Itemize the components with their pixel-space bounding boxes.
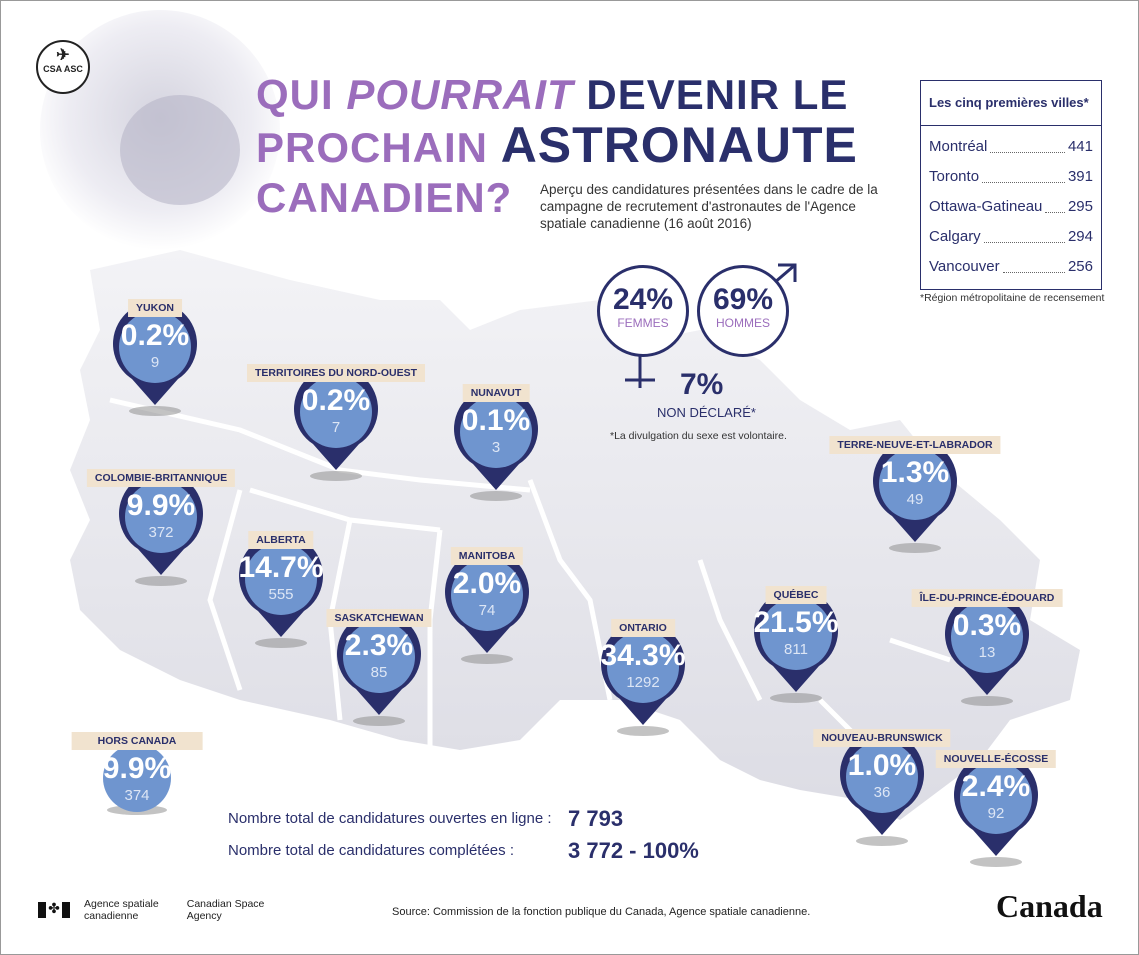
gender-note: *La divulgation du sexe est volontaire. bbox=[610, 430, 787, 442]
total-completed-label: Nombre total de candidatures complétées … bbox=[228, 842, 514, 859]
region-pct: 9.9% bbox=[102, 752, 172, 785]
rocket-icon: ✈ bbox=[56, 47, 70, 64]
canada-flag-icon: ✤ bbox=[38, 900, 70, 918]
total-completed-value: 3 772 - 100% bbox=[568, 838, 699, 863]
women-pct: 24% bbox=[612, 283, 674, 316]
region-pct: 1.0% bbox=[847, 749, 917, 782]
region-count: 372 bbox=[148, 524, 174, 541]
men-label: HOMMES bbox=[716, 316, 770, 330]
region-count: 1292 bbox=[626, 674, 660, 691]
pin-manitoba: MANITOBA 2.0% 74 bbox=[442, 547, 532, 673]
title-part: QUI bbox=[256, 71, 347, 118]
region-pct: 2.0% bbox=[452, 567, 522, 600]
title-emphasis: POURRAIT bbox=[346, 71, 574, 118]
top-cities-box: Les cinq premières villes* Montréal 441 T… bbox=[920, 80, 1102, 290]
region-pct: 2.3% bbox=[344, 629, 414, 662]
region-label: ONTARIO bbox=[611, 619, 675, 637]
city-row: Ottawa-Gatineau 295 bbox=[921, 192, 1101, 222]
total-online-value: 7 793 bbox=[568, 806, 624, 831]
agency-name-en: Canadian Space Agency bbox=[186, 898, 265, 922]
region-label: COLOMBIE-BRITANNIQUE bbox=[86, 469, 236, 487]
women-circle: 24% FEMMES bbox=[597, 265, 689, 357]
pin-ontario: ONTARIO 34.3% 1292 bbox=[598, 619, 688, 745]
region-label: NOUVEAU-BRUNSWICK bbox=[813, 729, 951, 747]
city-row: Toronto 391 bbox=[921, 162, 1101, 192]
total-online-label: Nombre total de candidatures ouvertes en… bbox=[228, 810, 552, 827]
region-pct: 0.1% bbox=[461, 404, 531, 437]
csa-logo: ✈ CSA ASC bbox=[36, 40, 90, 94]
region-pct: 2.4% bbox=[961, 770, 1031, 803]
pin-saskatchewan: SASKATCHEWAN 2.3% 85 bbox=[326, 609, 432, 735]
title-part: PROCHAIN bbox=[256, 124, 501, 171]
total-online: Nombre total de candidatures ouvertes en… bbox=[228, 806, 623, 831]
title-part: DEVENIR LE bbox=[573, 71, 849, 118]
region-count: 36 bbox=[873, 784, 891, 801]
pin-nunavut: NUNAVUT 0.1% 3 bbox=[451, 384, 541, 510]
pin-alberta: ALBERTA 14.7% 555 bbox=[236, 531, 326, 657]
region-label: MANITOBA bbox=[450, 547, 524, 565]
pin-quebec: QUÉBEC 21.5% 811 bbox=[751, 586, 841, 712]
city-row: Calgary 294 bbox=[921, 222, 1101, 252]
women-label: FEMMES bbox=[617, 316, 669, 330]
city-row: Montréal 441 bbox=[921, 132, 1101, 162]
region-label: HORS CANADA bbox=[71, 732, 203, 750]
region-label: ALBERTA bbox=[248, 531, 314, 549]
region-count: 374 bbox=[124, 787, 150, 804]
region-label: TERRE-NEUVE-ET-LABRADOR bbox=[829, 436, 1001, 454]
title-astronaute: ASTRONAUTE bbox=[500, 117, 858, 173]
male-symbol-head bbox=[778, 263, 797, 282]
region-pct: 1.3% bbox=[880, 456, 950, 489]
region-pct: 14.7% bbox=[238, 551, 324, 584]
top-cities-header: Les cinq premières villes* bbox=[921, 81, 1101, 126]
region-count: 49 bbox=[906, 491, 924, 508]
subtitle: Aperçu des candidatures présentées dans … bbox=[540, 182, 878, 231]
region-count: 7 bbox=[331, 419, 341, 436]
total-completed: Nombre total de candidatures complétées … bbox=[228, 838, 699, 863]
region-label: ÎLE-DU-PRINCE-ÉDOUARD bbox=[911, 589, 1063, 607]
region-label: NUNAVUT bbox=[462, 384, 530, 402]
pin-yukon: YUKON 0.2% 9 bbox=[110, 299, 200, 425]
pin-terre-neuve-et-labrador: TERRE-NEUVE-ET-LABRADOR 1.3% 49 bbox=[829, 436, 1001, 562]
region-label: SASKATCHEWAN bbox=[326, 609, 432, 627]
source-note: Source: Commission de la fonction publiq… bbox=[392, 906, 811, 918]
region-pct: 0.3% bbox=[952, 609, 1022, 642]
region-pct: 0.2% bbox=[120, 319, 190, 352]
region-count: 92 bbox=[987, 805, 1005, 822]
region-count: 555 bbox=[268, 586, 294, 603]
region-label: QUÉBEC bbox=[765, 586, 827, 604]
region-pct: 34.3% bbox=[600, 639, 686, 672]
region-label: NOUVELLE-ÉCOSSE bbox=[935, 750, 1057, 768]
pin-hors-canada: HORS CANADA 9.9% 374 bbox=[71, 732, 203, 818]
canada-wordmark: Canada bbox=[996, 888, 1103, 924]
region-pct: 0.2% bbox=[301, 384, 371, 417]
undeclared-pct: 7% bbox=[680, 368, 724, 401]
region-count: 811 bbox=[784, 641, 808, 658]
logo-text: CSA ASC bbox=[43, 64, 83, 74]
region-count: 85 bbox=[370, 664, 388, 681]
title-part: CANADIEN? bbox=[256, 174, 513, 221]
agency-signature: ✤ Agence spatiale canadienne Canadian Sp… bbox=[38, 898, 292, 922]
region-label: TERRITOIRES DU NORD-OUEST bbox=[247, 364, 425, 382]
region-count: 3 bbox=[491, 439, 501, 456]
page-title: QUI POURRAIT DEVENIR LE PROCHAIN ASTRONA… bbox=[256, 70, 858, 223]
men-circle: 69% HOMMES bbox=[697, 265, 789, 357]
agency-name-fr: Agence spatiale canadienne bbox=[84, 898, 159, 922]
region-count: 9 bbox=[150, 354, 160, 371]
region-count: 74 bbox=[478, 602, 496, 619]
city-row: Vancouver 256 bbox=[921, 252, 1101, 282]
pin-nouveau-brunswick: NOUVEAU-BRUNSWICK 1.0% 36 bbox=[813, 729, 951, 855]
pin-colombie-britannique: COLOMBIE-BRITANNIQUE 9.9% 372 bbox=[86, 469, 236, 595]
pin-nouvelle-ecosse: NOUVELLE-ÉCOSSE 2.4% 92 bbox=[935, 750, 1057, 876]
undeclared-label: NON DÉCLARÉ* bbox=[657, 405, 756, 420]
region-count: 13 bbox=[978, 644, 996, 661]
cities-note: *Région métropolitaine de recensement bbox=[920, 292, 1105, 304]
pin-territoires-du-nord-ouest: TERRITOIRES DU NORD-OUEST 0.2% 7 bbox=[247, 364, 425, 490]
region-label: YUKON bbox=[128, 299, 182, 317]
men-pct: 69% bbox=[712, 283, 774, 316]
region-pct: 21.5% bbox=[753, 606, 839, 639]
astronaut-face bbox=[120, 95, 240, 205]
pin-ile-du-prince-edouard: ÎLE-DU-PRINCE-ÉDOUARD 0.3% 13 bbox=[911, 589, 1063, 715]
region-pct: 9.9% bbox=[126, 489, 196, 522]
